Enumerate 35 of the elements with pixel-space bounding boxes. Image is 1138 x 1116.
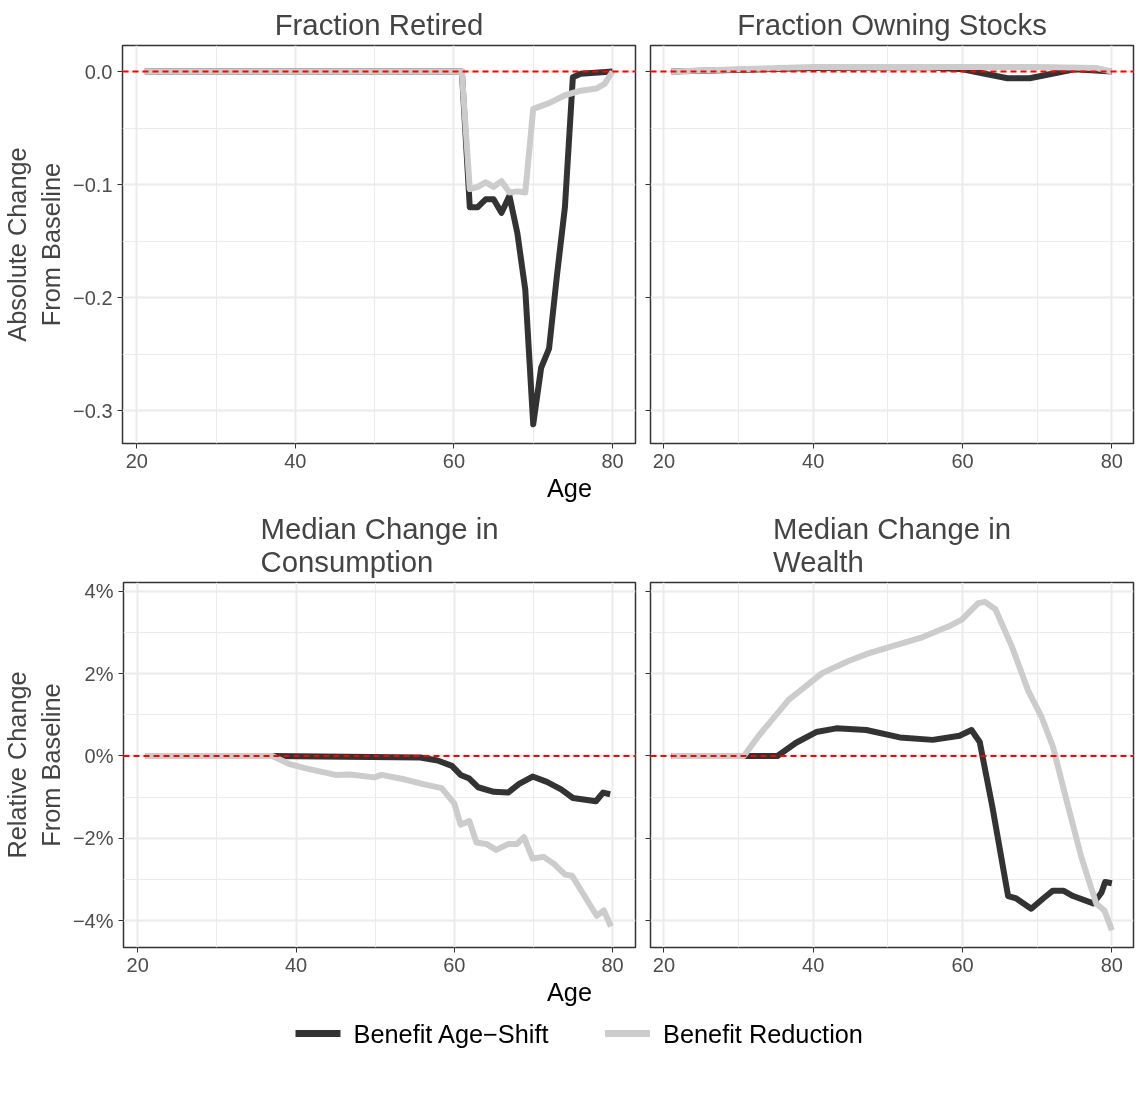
x-tick-label: 20 [126,953,149,976]
x-tick-label: 80 [601,449,624,472]
chart-title: Fraction Retired [274,7,484,41]
y-axis-title: Relative Change From Baseline [3,671,65,859]
x-tick-label: 60 [951,953,974,976]
x-tick-label: 40 [802,953,825,976]
legend-label: Benefit Reduction [663,1019,863,1048]
y-tick-label: 0% [84,744,114,767]
x-axis-title: Age [546,977,593,1006]
y-tick-label: −2% [72,827,114,850]
chart-title: Fraction Owning Stocks [737,7,1047,41]
x-tick-label: 60 [443,953,466,976]
y-tick-label: 4% [84,580,114,603]
y-tick-label: −0.3 [73,399,113,422]
x-tick-label: 80 [601,953,624,976]
x-tick-label: 20 [125,449,148,472]
x-tick-label: 40 [284,953,308,976]
y-tick-label: 0.0 [84,60,113,83]
y-axis-title: Absolute Change From Baseline [3,147,66,342]
x-tick-label: 20 [652,953,676,976]
x-tick-label: 20 [652,449,676,472]
legend-label: Benefit Age−Shift [353,1019,549,1048]
x-tick-label: 40 [802,449,825,472]
x-tick-label: 40 [284,449,307,472]
x-axis-title: Age [546,473,593,502]
x-tick-label: 80 [1100,449,1123,472]
y-tick-label: −0.1 [73,173,113,196]
y-tick-label: 2% [84,662,114,685]
x-tick-label: 60 [951,449,974,472]
y-tick-label: −4% [72,909,114,932]
x-tick-label: 80 [1100,953,1123,976]
y-tick-label: −0.2 [73,286,113,309]
chart-title: Median Change in Consumption [260,511,499,578]
chart-title: Median Change in Wealth [772,511,1012,578]
x-tick-label: 60 [442,449,466,472]
